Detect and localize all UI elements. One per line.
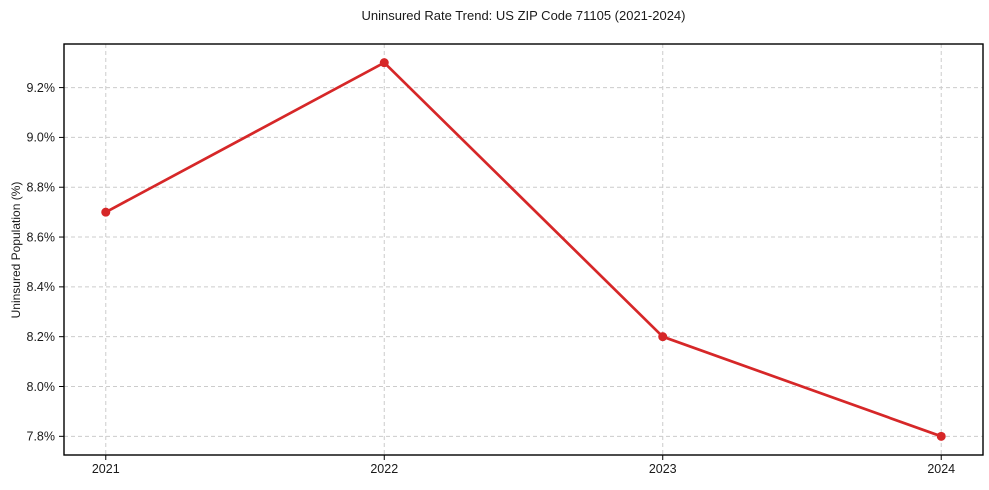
plot-area [64, 44, 983, 455]
data-point-marker [936, 431, 946, 441]
x-tick-label: 2024 [927, 462, 955, 476]
x-tick-label: 2022 [370, 462, 398, 476]
x-tick-label: 2023 [649, 462, 677, 476]
x-tick-label: 2021 [92, 462, 120, 476]
chart-title: Uninsured Rate Trend: US ZIP Code 71105 … [361, 8, 686, 23]
y-tick-label: 8.4% [27, 280, 56, 294]
y-tick-label: 8.2% [27, 330, 56, 344]
y-tick-label: 7.8% [27, 430, 56, 444]
y-tick-label: 8.0% [27, 380, 56, 394]
y-tick-label: 9.2% [27, 81, 56, 95]
y-axis-label: Uninsured Population (%) [9, 181, 23, 319]
data-point-marker [379, 58, 389, 68]
data-point-marker [658, 332, 668, 342]
y-tick-label: 8.6% [27, 230, 56, 244]
data-point-marker [101, 207, 111, 217]
trend-line [104, 61, 943, 438]
y-tick-label: 9.0% [27, 131, 56, 145]
plot-border [63, 43, 984, 456]
y-tick-label: 8.8% [27, 180, 56, 194]
